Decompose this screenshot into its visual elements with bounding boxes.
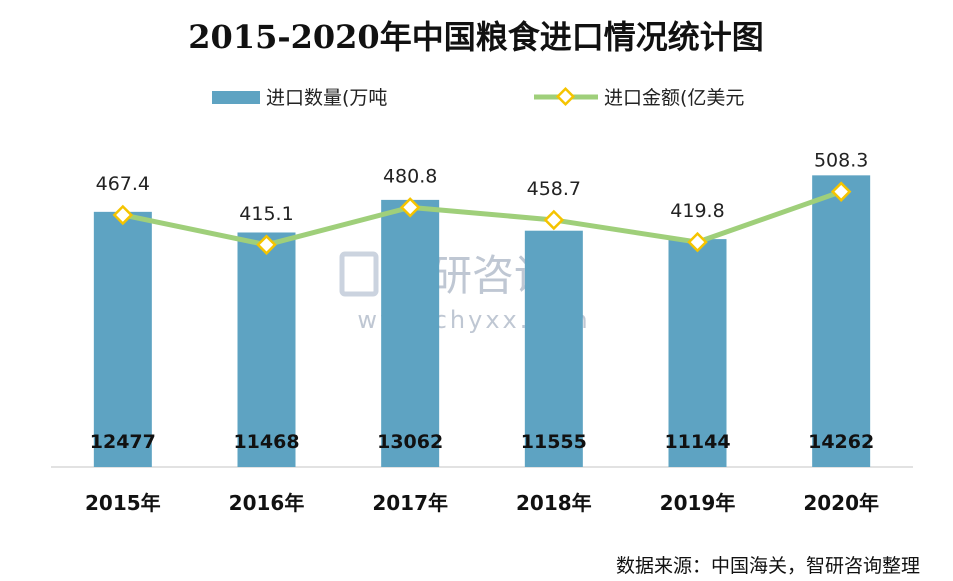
x-tick-label-1: 2016年 (229, 491, 305, 515)
line-point-0 (112, 204, 134, 226)
bar-value-label-2: 13062 (377, 431, 443, 453)
line-point-5 (830, 181, 852, 202)
line-value-label-4: 419.8 (670, 200, 724, 222)
bar-value-label-1: 11468 (233, 431, 299, 453)
line-series-amount (122, 189, 842, 248)
line-value-label-3: 458.7 (527, 178, 581, 200)
line-value-label-2: 480.8 (383, 165, 437, 187)
legend-swatch-bar (212, 91, 260, 104)
bar-5 (812, 175, 871, 467)
bar-4 (668, 239, 727, 467)
line-point-4 (687, 231, 708, 253)
bar-0 (93, 211, 152, 467)
bar-1 (237, 232, 296, 467)
bar-value-label-3: 11555 (521, 431, 587, 453)
legend-label-line: 进口金额(亿美元 (604, 87, 744, 109)
x-tick-label-4: 2019年 (660, 491, 736, 515)
source-note: 数据来源：中国海关，智研咨询整理 (616, 555, 920, 577)
bar-value-label-4: 11144 (664, 431, 730, 453)
x-tick-label-2: 2017年 (372, 491, 448, 515)
bar-value-label-5: 14262 (808, 431, 874, 453)
line-value-label-1: 415.1 (239, 203, 293, 225)
bar-3 (524, 230, 583, 467)
line-value-label-5: 508.3 (814, 150, 868, 172)
bar-value-label-0: 12477 (90, 431, 156, 453)
line-point-2 (399, 197, 421, 218)
legend-label-bar: 进口数量(万吨 (266, 87, 387, 109)
x-tick-label-0: 2015年 (85, 491, 161, 515)
line-value-label-0: 467.4 (96, 173, 150, 195)
line-point-1 (256, 234, 277, 256)
x-tick-label-5: 2020年 (803, 491, 879, 515)
x-tick-label-3: 2018年 (516, 491, 592, 515)
chart-title: 2015-2020年中国粮食进口情况统计图 (188, 18, 763, 56)
legend: 进口数量(万吨 进口金额(亿美元 (212, 86, 744, 109)
legend-swatch-marker (555, 86, 576, 107)
watermark-logo-icon (339, 251, 379, 297)
plot-area: 12477 2015年 11468 2016年 13062 2017年 11555 2018年… (51, 150, 913, 515)
line-point-3 (543, 209, 565, 231)
bar-2 (381, 199, 440, 468)
